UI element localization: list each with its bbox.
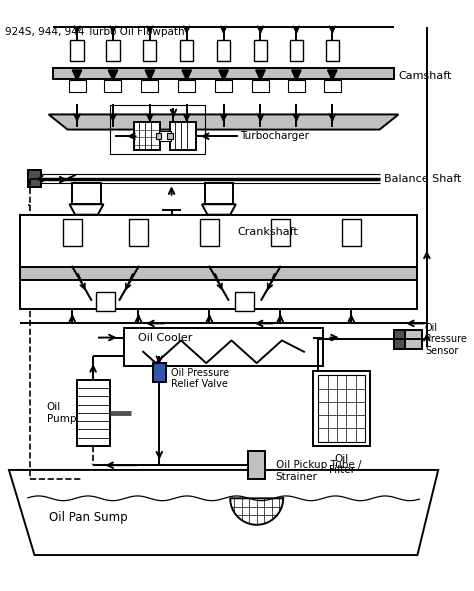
- Bar: [63, 219, 82, 246]
- Bar: [248, 451, 265, 479]
- Text: Oil Cooler: Oil Cooler: [138, 333, 193, 343]
- Polygon shape: [219, 70, 228, 80]
- Bar: [318, 375, 365, 441]
- Text: Oil Pickup Tube /
Strainer: Oil Pickup Tube / Strainer: [275, 460, 361, 482]
- Bar: [271, 219, 290, 246]
- Bar: [155, 134, 161, 139]
- Bar: [288, 80, 305, 92]
- Polygon shape: [145, 70, 155, 80]
- Text: Oil
Pump: Oil Pump: [47, 402, 76, 424]
- Text: Oil
Pressure
Sensor: Oil Pressure Sensor: [425, 323, 467, 356]
- Bar: [77, 380, 110, 446]
- Text: Oil Pan Sump: Oil Pan Sump: [49, 511, 128, 524]
- Bar: [20, 215, 418, 309]
- Bar: [104, 80, 121, 92]
- Bar: [324, 80, 341, 92]
- Polygon shape: [73, 70, 82, 80]
- Bar: [394, 330, 405, 349]
- Bar: [106, 40, 119, 60]
- Bar: [71, 40, 83, 60]
- Text: Oil Pressure
Relief Valve: Oil Pressure Relief Valve: [171, 368, 229, 389]
- Bar: [178, 80, 195, 92]
- Polygon shape: [256, 70, 265, 80]
- Bar: [20, 267, 418, 280]
- Bar: [290, 40, 303, 60]
- Bar: [200, 219, 219, 246]
- Bar: [254, 40, 267, 60]
- Bar: [129, 219, 148, 246]
- Bar: [159, 131, 171, 141]
- Polygon shape: [108, 70, 118, 80]
- Bar: [313, 371, 370, 446]
- Bar: [217, 40, 230, 60]
- Bar: [141, 80, 158, 92]
- Polygon shape: [202, 204, 236, 215]
- Bar: [342, 219, 361, 246]
- Bar: [252, 80, 269, 92]
- Bar: [215, 80, 232, 92]
- Bar: [69, 80, 85, 92]
- Text: Turbocharger: Turbocharger: [240, 131, 309, 141]
- Bar: [28, 170, 41, 187]
- Text: Camshaft: Camshaft: [399, 71, 452, 81]
- Bar: [326, 40, 339, 60]
- Bar: [167, 134, 173, 139]
- Bar: [110, 105, 205, 154]
- Bar: [394, 330, 422, 349]
- Bar: [153, 363, 166, 382]
- Polygon shape: [70, 204, 103, 215]
- Polygon shape: [9, 470, 438, 555]
- Text: Oil
Filter: Oil Filter: [329, 454, 355, 476]
- Polygon shape: [49, 115, 399, 129]
- Text: 924S, 944, 944 Turbo Oil Flowpath: 924S, 944, 944 Turbo Oil Flowpath: [5, 27, 185, 37]
- Polygon shape: [328, 70, 337, 80]
- Bar: [96, 292, 115, 311]
- Bar: [124, 328, 323, 366]
- Bar: [170, 122, 196, 150]
- Text: Balance Shaft: Balance Shaft: [384, 174, 462, 184]
- Bar: [180, 40, 193, 60]
- Bar: [54, 68, 394, 79]
- Bar: [143, 40, 156, 60]
- Bar: [235, 292, 254, 311]
- Text: Crankshaft: Crankshaft: [238, 227, 299, 236]
- Polygon shape: [182, 70, 191, 80]
- Polygon shape: [292, 70, 301, 80]
- Bar: [134, 122, 160, 150]
- Bar: [205, 183, 233, 204]
- Bar: [73, 183, 100, 204]
